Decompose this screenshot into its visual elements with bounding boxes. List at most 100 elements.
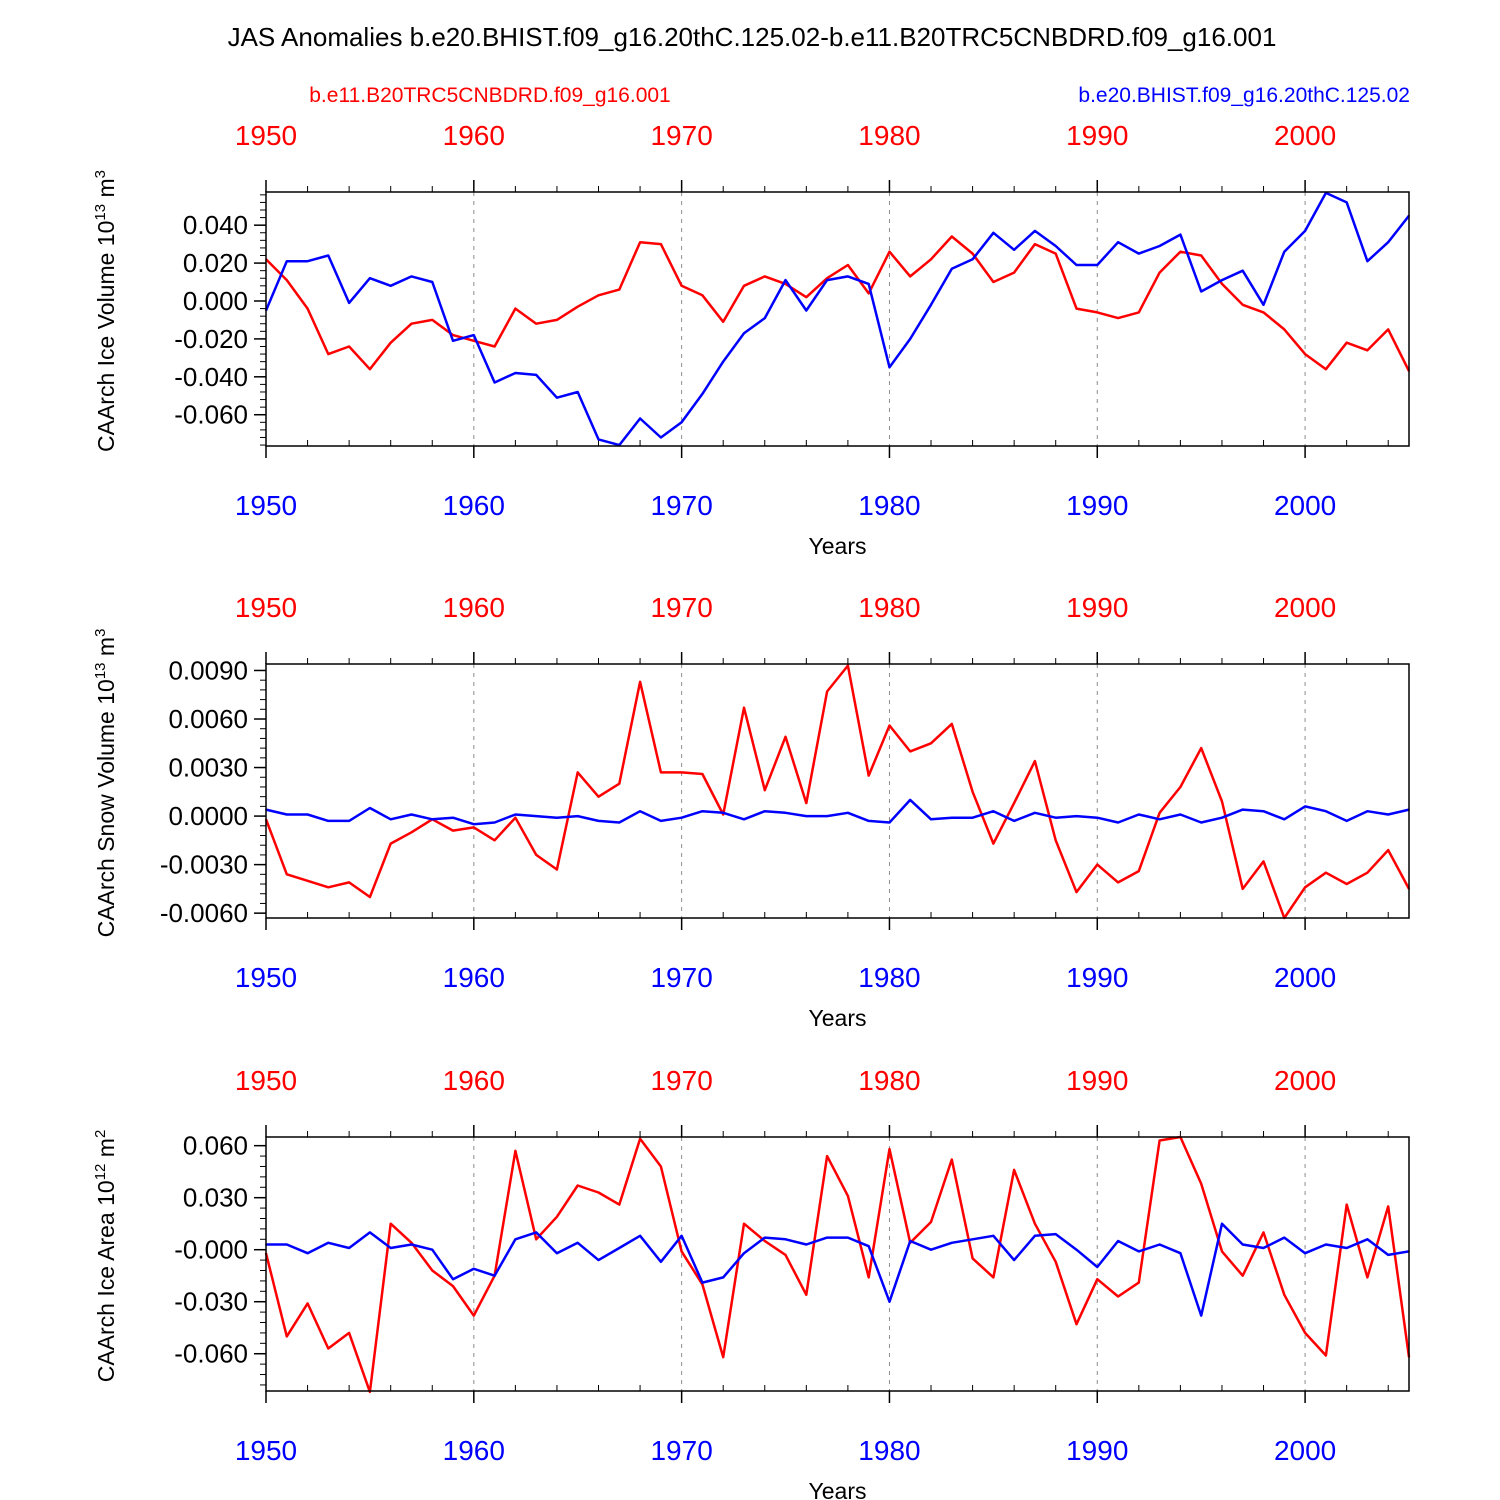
data-point [514,1238,517,1241]
x-axis-title: Years [809,533,867,559]
series-line [265,798,1410,826]
data-point [327,1347,330,1350]
x-axis-title: Years [809,1478,867,1500]
data-point [1117,821,1119,824]
data-point [909,1240,911,1242]
data-point [1013,820,1015,822]
series-red [264,664,1411,920]
data-point [992,1276,995,1279]
data-point [764,275,766,278]
data-point [431,319,434,321]
data-point [909,799,911,801]
data-point [743,1252,745,1254]
x-tick-label-top: 1950 [235,592,297,623]
data-point [951,723,953,725]
panel-1: 0.040 0.020 0.000 -0.020 -0.040 -0.060 1950 195… [92,120,1411,559]
x-tick-label-top: 1960 [443,120,505,151]
data-point [576,771,579,774]
data-point [618,782,621,785]
data-point [888,1148,891,1150]
data-point [327,820,330,822]
data-point [493,821,496,824]
data-point [452,816,454,819]
data-point [784,1238,787,1241]
data-point [327,1242,330,1244]
data-point [1366,1238,1369,1241]
series-line [264,664,1411,920]
data-point [597,294,600,297]
data-point [743,1222,745,1225]
data-point [764,789,766,791]
data-point [1138,1250,1140,1253]
data-point [1262,1231,1265,1234]
data-point [1013,802,1015,804]
data-point [701,1283,704,1286]
data-point [576,391,579,393]
series-red [264,1135,1411,1394]
data-point [1138,252,1140,255]
data-point [680,816,683,819]
data-point [930,742,932,745]
data-point [1366,871,1369,874]
data-point [1075,1248,1078,1251]
x-tick-label-bottom: 1980 [858,490,920,521]
data-point [306,307,309,310]
data-point [1054,839,1057,842]
data-point [784,283,787,285]
data-point [1054,1233,1057,1235]
y-tick-label: -0.060 [174,1339,248,1369]
data-point [327,886,330,889]
data-point [1221,1222,1223,1225]
data-point [992,842,995,845]
x-tick-label-top: 1970 [650,592,712,623]
data-point [556,1252,558,1254]
x-tick-label-bottom: 2000 [1274,490,1336,521]
data-point [514,1150,517,1152]
y-axis-title: CAArch Snow Volume 1013 m3 [92,629,119,938]
data-point [556,868,558,871]
data-point [1200,1314,1202,1317]
data-point [1013,249,1015,251]
y-tick-label: -0.000 [174,1235,248,1265]
data-point [743,706,745,709]
data-point [951,268,953,270]
data-point [597,820,600,822]
data-point [389,341,392,344]
data-point [1366,810,1369,812]
data-point [660,820,662,822]
data-point [784,1254,787,1256]
data-point [743,332,745,335]
data-point [597,1259,600,1261]
data-point [1262,1247,1265,1249]
x-tick-label-bottom: 1970 [650,1435,712,1466]
data-point [1241,304,1244,306]
data-point [473,334,475,336]
data-point [369,368,371,371]
data-point [971,252,974,255]
data-point [930,1248,932,1251]
data-point [701,294,704,297]
data-point [1221,283,1223,285]
data-point [971,1238,974,1241]
data-point [431,818,434,821]
data-point [764,317,766,319]
data-point [951,1242,953,1244]
data-point [389,285,392,287]
data-point [992,1235,995,1237]
x-tick-label-bottom: 1970 [650,962,712,993]
x-tick-label-top: 1950 [235,1065,297,1096]
data-point [639,1235,641,1237]
data-point [826,815,828,817]
data-point [930,304,932,306]
data-point [1034,243,1036,245]
data-point [473,1268,475,1270]
data-point [1304,230,1306,232]
data-point [410,275,413,278]
data-point [1034,1235,1036,1237]
data-point [1241,1274,1244,1277]
y-axis-title: CAArch Ice Area 1012 m2 [92,1130,119,1383]
data-point [1262,860,1265,863]
x-tick-label-top: 1990 [1066,120,1128,151]
y-tick-label: 0.030 [183,1183,248,1213]
data-point [556,396,558,399]
